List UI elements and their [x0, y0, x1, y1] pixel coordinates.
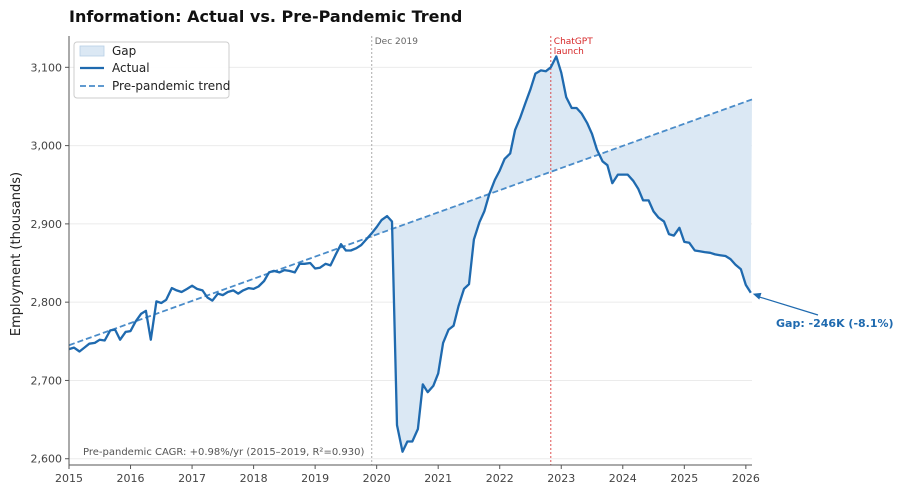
y-tick-label: 3,000 — [31, 140, 63, 153]
chatgpt-label: ChatGPT — [554, 37, 593, 47]
y-tick-label: 2,900 — [31, 218, 63, 231]
x-tick-label: 2025 — [670, 472, 698, 485]
legend-gap-label: Gap — [112, 44, 136, 58]
gap-fill — [371, 56, 752, 452]
legend-gap-swatch — [79, 45, 105, 57]
x-tick-label: 2017 — [178, 472, 206, 485]
x-tick-label: 2015 — [55, 472, 83, 485]
y-ticks: 2,600 2,700 2,800 2,900 3,000 3,100 — [31, 61, 69, 466]
trend-line — [68, 98, 753, 347]
x-tick-label: 2020 — [363, 472, 391, 485]
chart-title: Information: Actual vs. Pre-Pandemic Tre… — [69, 7, 462, 26]
x-tick-label: 2024 — [609, 472, 637, 485]
cagr-note: Pre-pandemic CAGR: +0.98%/yr (2015–2019,… — [83, 447, 364, 458]
y-tick-label: 3,100 — [31, 61, 63, 74]
legend-trend-label: Pre-pandemic trend — [112, 79, 230, 93]
x-tick-label: 2023 — [547, 472, 575, 485]
y-axis-label: Employment (thousands) — [9, 172, 24, 336]
y-tick-label: 2,600 — [31, 453, 63, 466]
axes — [68, 36, 752, 466]
x-tick-label: 2019 — [301, 472, 329, 485]
legend-box — [73, 41, 230, 99]
x-tick-label: 2021 — [424, 472, 452, 485]
dec-2019-label: Dec 2019 — [375, 37, 418, 47]
x-ticks: 2015 2016 2017 2018 2019 2020 2021 2022 2023 2024… — [55, 465, 760, 485]
actual-line — [68, 55, 752, 453]
x-tick-label: 2022 — [486, 472, 514, 485]
gap-annotation: Gap: -246K (-8.1%) — [752, 292, 894, 330]
x-tick-label: 2016 — [117, 472, 145, 485]
gap-arrow — [758, 296, 819, 316]
gap-label: Gap: -246K (-8.1%) — [776, 317, 894, 330]
chatgpt-label-launch: launch — [554, 47, 584, 57]
y-tick-label: 2,700 — [31, 374, 63, 387]
x-tick-label: 2026 — [732, 472, 760, 485]
legend-actual-label: Actual — [112, 61, 150, 75]
legend: Gap Actual Pre-pandemic trend — [73, 41, 230, 99]
y-tick-label: 2,800 — [31, 296, 63, 309]
gap-arrow-head — [752, 292, 762, 300]
x-tick-label: 2018 — [240, 472, 268, 485]
